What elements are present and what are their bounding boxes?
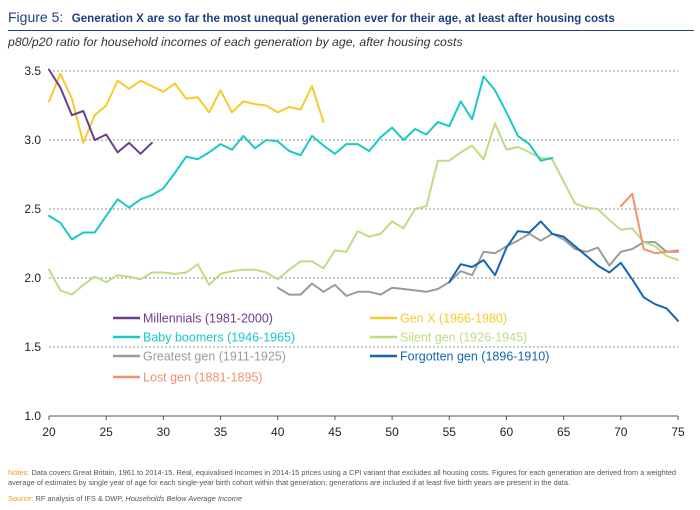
legend-label-silent-gen: Silent gen (1926-1945) [400,331,527,345]
legend: Millennials (1981-2000) Gen X (1966-1980)… [113,312,549,385]
figure-label: Figure 5: [8,9,64,25]
legend-label-forgotten-gen: Forgotten gen (1896-1910) [400,350,549,364]
series-line-millennials [48,68,153,155]
axes: 1.0 1.5 2.0 2.5 3.0 3.5 20 25 30 35 40 45 50 55 60 65 70… [24,64,685,439]
gridlines [49,70,678,348]
series-line-baby-boomers [48,75,554,241]
x-tick-label: 25 [100,425,114,439]
source-title: Households Below Average Income [125,494,243,503]
title-divider [8,30,694,31]
series-line-forgotten-gen [448,220,679,322]
legend-label-lost-gen: Lost gen (1881-1895) [143,371,263,385]
x-tick-label: 40 [271,425,285,439]
legend-label-greatest-gen: Greatest gen (1911-1925) [143,350,286,364]
title-row: Figure 5: Generation X are so far the mo… [8,9,694,27]
x-tick-label: 55 [443,425,457,439]
source-label: Source: [8,494,34,503]
legend-label-baby-boomers: Baby boomers (1946-1965) [143,331,295,345]
x-tick-label: 75 [671,425,685,439]
source: Source: RF analysis of IFS & DWP, Househ… [8,494,242,503]
x-tick-label: 30 [157,425,171,439]
chart-title: Generation X are so far the most unequal… [71,12,615,25]
notes: Notes: Data covers Great Britain, 1961 t… [8,468,694,487]
x-tick-label: 65 [557,425,571,439]
series-line-silent-gen [48,122,679,296]
y-tick-label: 3.0 [24,133,41,147]
y-tick-label: 2.0 [24,271,41,285]
y-tick-label: 1.5 [24,340,41,354]
series-line-gen-x [48,72,325,144]
x-tick-label: 50 [385,425,399,439]
notes-text: Data covers Great Britain, 1961 to 2014-… [8,468,677,487]
x-tick-label: 45 [328,425,342,439]
x-tick-label: 60 [500,425,514,439]
series-line-lost-gen [619,192,679,255]
y-tick-label: 2.5 [24,202,41,216]
source-text: RF analysis of IFS & DWP, [35,494,124,503]
chart-subtitle: p80/p20 ratio for household incomes of e… [8,35,463,49]
x-tick-label: 35 [214,425,228,439]
legend-label-gen-x: Gen X (1966-1980) [400,312,507,326]
y-tick-label: 3.5 [24,64,41,78]
series-layer [48,68,679,322]
legend-label-millennials: Millennials (1981-2000) [143,312,273,326]
y-tick-label: 1.0 [24,409,41,423]
x-tick-label: 70 [614,425,628,439]
line-chart: 1.0 1.5 2.0 2.5 3.0 3.5 20 25 30 35 40 45 50 55 60 65 70… [24,64,685,439]
x-tick-label: 20 [42,425,56,439]
notes-label: Notes: [8,468,30,477]
